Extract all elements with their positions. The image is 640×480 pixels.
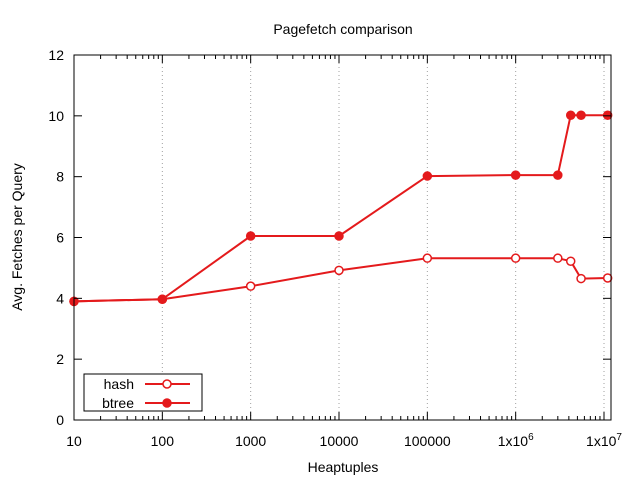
x-axis-label: Heaptuples [308,459,379,475]
data-point-btree [553,170,563,180]
grid-lines [161,55,605,420]
y-tick-label: 2 [56,351,64,367]
y-tick-label: 12 [48,47,64,63]
data-point-hash [602,273,613,283]
legend: hash btree [83,373,203,412]
chart-title: Pagefetch comparison [273,21,412,37]
data-point-hash [553,253,563,263]
x-tick-label: 1x106 [498,432,534,449]
series-group [69,110,613,307]
data-point-hash [334,265,344,276]
x-tick-label: 1x107 [586,432,622,449]
y-tick-label: 4 [56,290,64,306]
legend-box [83,373,203,412]
data-point-btree [157,294,168,304]
series-line-btree [73,114,608,303]
axis-ticks: 10 100 1000 10000 100000 1x106 1x107 0 2 4 6 8 10 12 [48,47,622,449]
data-point-hash [565,256,576,266]
y-tick-label: 10 [48,108,64,124]
x-tick-label: 100000 [404,433,451,449]
data-point-hash [245,281,256,291]
x-tick-label: 1000 [235,433,266,449]
series-line-hash [73,257,608,303]
x-tick-label: 100 [151,433,175,449]
legend-marker-hash [162,379,172,389]
legend-label-btree: btree [102,395,134,411]
data-point-btree [602,110,613,120]
y-axis-label: Avg. Fetches per Query [9,163,25,311]
y-tick-label: 8 [56,169,64,185]
data-point-btree [245,231,256,241]
x-tick-label: 10 [66,433,82,449]
data-point-btree [510,170,521,180]
data-point-btree [565,110,576,120]
legend-label-hash: hash [104,376,134,392]
data-point-btree [334,231,344,241]
data-point-btree [422,171,433,181]
y-tick-label: 6 [56,230,64,246]
data-point-btree [576,110,586,120]
data-point-hash [510,253,521,263]
x-tick-label: 10000 [320,433,359,449]
data-point-hash [576,273,586,284]
data-point-hash [422,253,433,263]
y-tick-label: 0 [56,412,64,428]
legend-marker-btree [162,398,172,408]
